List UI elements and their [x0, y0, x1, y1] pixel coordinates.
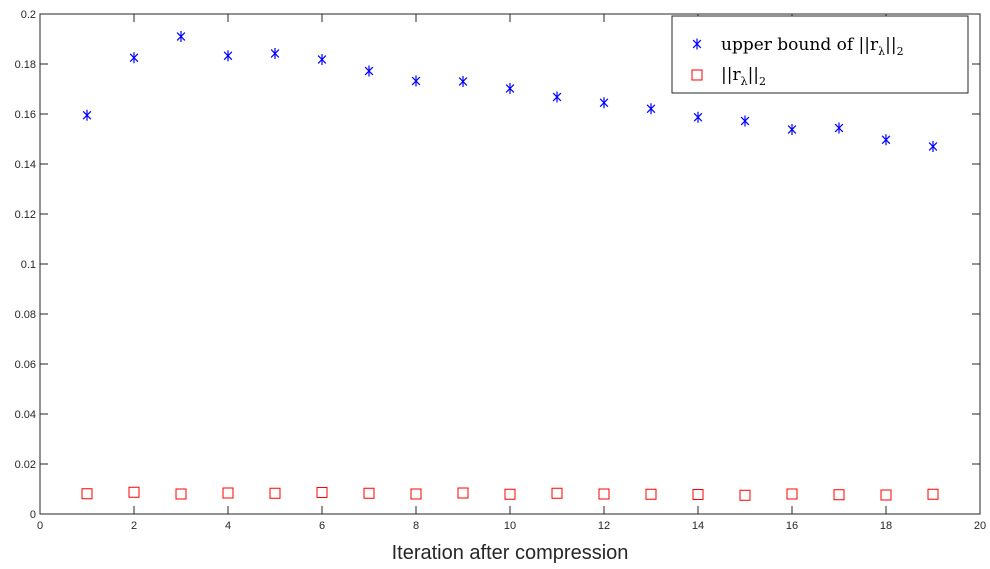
y-tick-label: 0.02: [15, 459, 36, 471]
y-tick-label: 0.18: [15, 59, 36, 71]
legend-label-residual-norm: ||rλ||2: [721, 65, 766, 88]
y-tick-label: 0.2: [21, 9, 36, 21]
legend: upper bound of ||rλ||2 ||rλ||2: [671, 15, 969, 94]
data-marks: [81, 31, 939, 501]
data-point-upper-bound: [834, 122, 844, 134]
x-tick-label: 0: [37, 520, 43, 532]
legend-label-upper-bound: upper bound of ||rλ||2: [721, 35, 904, 58]
data-point-upper-bound: [129, 52, 139, 64]
legend-marker-square: [691, 69, 703, 81]
x-tick-label: 18: [880, 520, 892, 532]
y-tick-label: 0.04: [15, 409, 36, 421]
data-point-residual-norm: [786, 488, 798, 500]
data-point-residual-norm: [175, 488, 187, 500]
x-tick-label: 16: [786, 520, 798, 532]
data-point-upper-bound: [787, 124, 797, 135]
data-point-upper-bound: [176, 31, 186, 42]
x-tick-label: 14: [692, 520, 704, 532]
data-point-residual-norm: [739, 489, 751, 501]
legend-square-symbol: [691, 69, 703, 81]
data-point-upper-bound: [411, 75, 421, 87]
data-point-upper-bound: [505, 83, 515, 94]
x-tick-label: 2: [131, 520, 137, 532]
plot-area: [39, 13, 981, 515]
data-point-residual-norm: [222, 487, 234, 499]
x-tick-label: 20: [974, 520, 986, 532]
data-point-residual-norm: [363, 487, 375, 499]
data-point-residual-norm: [81, 488, 93, 500]
data-point-residual-norm: [128, 486, 140, 498]
legend-marker-asterisk: [692, 38, 702, 50]
x-tick-label: 10: [504, 520, 516, 532]
data-point-residual-norm: [410, 488, 422, 500]
data-point-upper-bound: [270, 48, 280, 59]
data-point-residual-norm: [880, 489, 892, 501]
data-point-upper-bound: [223, 50, 233, 62]
data-point-residual-norm: [927, 488, 939, 500]
data-point-upper-bound: [317, 54, 327, 65]
data-point-upper-bound: [552, 91, 562, 103]
y-tick-label: 0.14: [15, 159, 36, 171]
y-tick-label: 0: [30, 509, 36, 521]
y-tick-label: 0.08: [15, 309, 36, 321]
data-point-residual-norm: [504, 488, 516, 500]
x-tick-label: 12: [598, 520, 610, 532]
data-point-residual-norm: [551, 487, 563, 499]
data-point-upper-bound: [693, 111, 703, 123]
x-tick-label: 8: [413, 520, 419, 532]
legend-box: [671, 15, 969, 94]
data-point-residual-norm: [598, 488, 610, 500]
data-point-residual-norm: [457, 487, 469, 499]
y-tick-label: 0.1: [21, 259, 36, 271]
axis-ticks: 0 2 4 6 8 10 12 14 16 18 20 0 0.02 0.04 0.06 0.08 0.1 0.1…: [15, 9, 987, 532]
data-point-upper-bound: [364, 65, 374, 77]
data-point-residual-norm: [692, 489, 704, 500]
legend-asterisk-symbol: [692, 38, 702, 50]
data-point-upper-bound: [928, 141, 938, 152]
y-tick-label: 0.16: [15, 109, 36, 121]
data-point-residual-norm: [645, 488, 657, 500]
x-tick-label: 6: [319, 520, 325, 532]
x-axis-title: Iteration after compression: [392, 542, 629, 564]
data-point-upper-bound: [646, 103, 656, 115]
data-point-residual-norm: [833, 489, 845, 501]
x-tick-label: 4: [225, 520, 231, 532]
data-point-residual-norm: [316, 487, 328, 498]
data-point-upper-bound: [881, 134, 891, 146]
data-point-upper-bound: [458, 76, 468, 87]
y-tick-label: 0.12: [15, 209, 36, 221]
data-point-upper-bound: [740, 115, 750, 127]
data-point-residual-norm: [269, 487, 281, 499]
data-point-upper-bound: [82, 109, 92, 121]
y-tick-label: 0.06: [15, 359, 36, 371]
data-point-upper-bound: [599, 97, 609, 109]
